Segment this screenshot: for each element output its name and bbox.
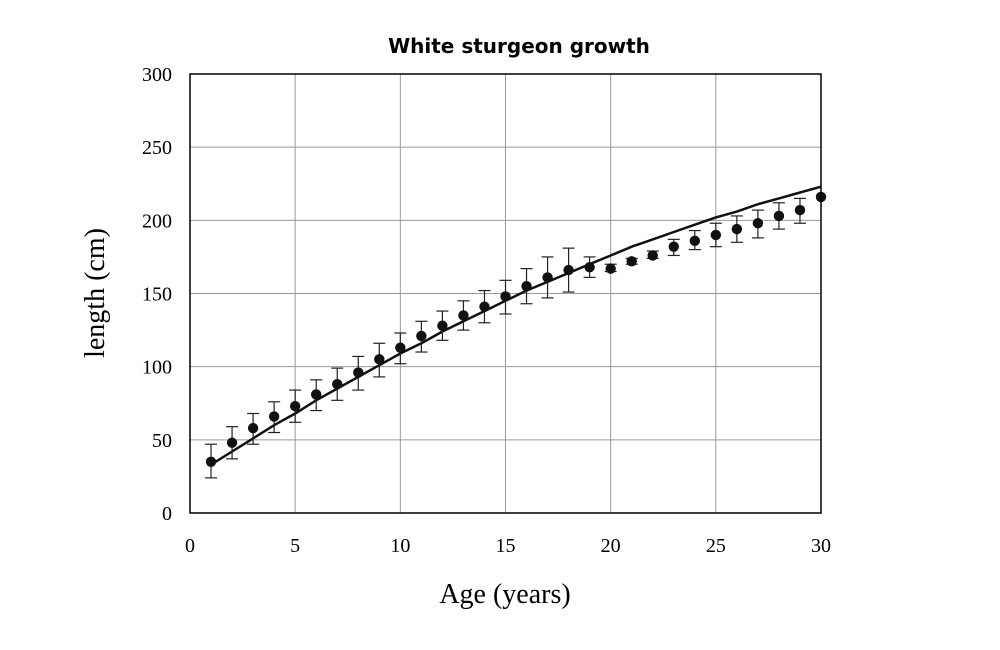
data-point-age-19 — [584, 261, 595, 273]
data-point-age-5 — [289, 400, 301, 412]
data-point-age-25 — [710, 229, 722, 241]
data-point-age-23 — [668, 241, 679, 252]
y-tick-labels: 0 50 100 150 200 250 300 — [142, 64, 172, 525]
y-tick-label: 200 — [142, 210, 172, 232]
x-tick-label: 0 — [185, 535, 195, 557]
x-tick-labels: 0 5 10 15 20 25 30 — [185, 535, 831, 557]
data-point-age-11 — [416, 330, 427, 342]
y-tick-label: 0 — [162, 503, 172, 525]
data-point-age-17 — [542, 272, 553, 283]
data-point-age-1 — [205, 456, 217, 467]
x-tick-label: 15 — [496, 535, 516, 557]
data-point-age-13 — [458, 310, 469, 321]
data-point-age-28 — [773, 210, 785, 222]
data-point-age-27 — [752, 218, 764, 229]
data-point-age-3 — [247, 422, 259, 434]
data-point-age-24 — [689, 235, 700, 247]
observed-points — [205, 191, 827, 467]
data-point-age-9 — [374, 354, 385, 365]
data-point-age-8 — [353, 367, 364, 378]
data-point-age-21 — [626, 256, 637, 267]
fitted-curve-group — [210, 185, 822, 466]
x-axis-label: Age (years) — [439, 579, 570, 610]
x-tick-label: 10 — [390, 535, 410, 557]
plot-frame — [189, 73, 822, 514]
y-tick-label: 100 — [142, 357, 172, 379]
y-axis-label: length (cm) — [80, 228, 111, 358]
gridlines — [190, 74, 821, 513]
fitted-growth-curve — [210, 185, 822, 466]
data-point-age-15 — [500, 291, 511, 302]
chart-title: White sturgeon growth — [388, 34, 650, 58]
data-point-age-14 — [479, 301, 490, 312]
x-tick-label: 30 — [811, 535, 831, 557]
data-point-age-26 — [731, 223, 743, 235]
x-tick-label: 5 — [290, 535, 300, 557]
y-tick-label: 250 — [142, 137, 172, 159]
x-tick-label: 25 — [706, 535, 726, 557]
y-tick-label: 50 — [152, 430, 172, 452]
data-point-age-2 — [226, 437, 238, 448]
data-point-age-18 — [563, 264, 574, 276]
data-point-age-7 — [332, 379, 343, 390]
data-point-age-4 — [268, 411, 280, 422]
y-tick-label: 150 — [142, 284, 172, 306]
data-point-age-29 — [794, 204, 806, 216]
x-tick-label: 20 — [601, 535, 621, 557]
data-point-age-22 — [647, 250, 658, 261]
data-point-age-16 — [521, 280, 532, 292]
data-point-age-6 — [311, 389, 322, 400]
data-point-age-20 — [605, 263, 616, 274]
data-point-age-10 — [395, 342, 406, 353]
y-tick-label: 300 — [142, 64, 172, 86]
data-point-age-12 — [437, 320, 448, 331]
